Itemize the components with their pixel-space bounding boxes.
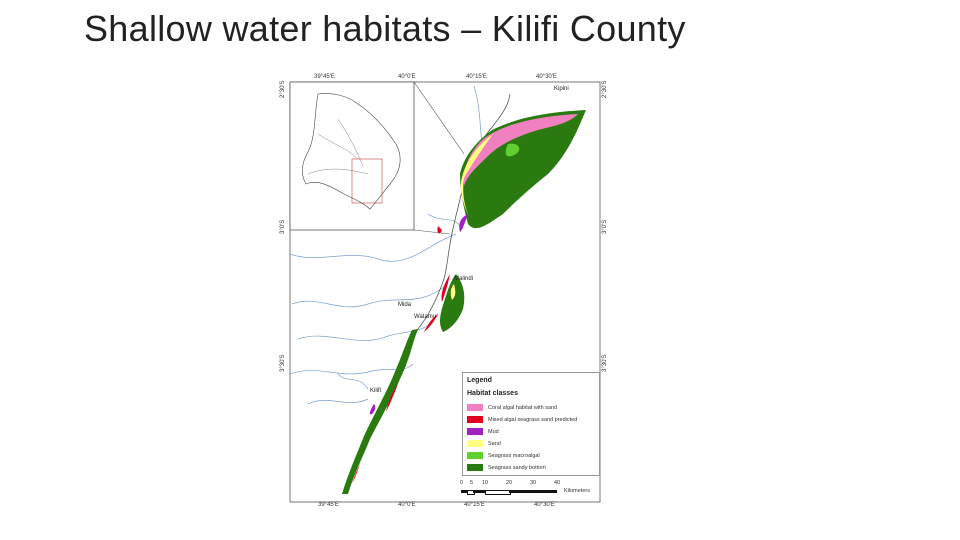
- scale-tick-label: 40: [554, 480, 561, 486]
- scale-segment: [473, 490, 485, 493]
- river-line: [289, 233, 457, 262]
- scale-segment: [485, 490, 511, 495]
- legend-item: Seagrass macroalgal: [467, 451, 540, 460]
- place-watamu: Watamu: [414, 314, 437, 320]
- strip-sand: [450, 284, 456, 300]
- legend-label: Coral algal habitat with sand: [488, 404, 558, 411]
- scale-tick-label: 5: [470, 480, 474, 486]
- scale-tick-label: 20: [506, 480, 513, 486]
- slide-title: Shallow water habitats – Kilifi County: [84, 8, 686, 49]
- legend-swatch: [467, 440, 483, 447]
- inset-map: [289, 81, 415, 231]
- fringe-mixed-south: [352, 464, 360, 484]
- reef-mud: [459, 214, 468, 232]
- coord-bottom-3: 40°15'E: [464, 502, 485, 508]
- river-line: [297, 313, 439, 341]
- coord-bottom-2: 40°0'E: [398, 502, 416, 508]
- inset-leader-line: [413, 81, 465, 155]
- legend-subtitle: Habitat classes: [467, 390, 518, 397]
- coord-top-4: 40°30'E: [536, 74, 557, 80]
- legend-title: Legend: [467, 377, 492, 384]
- legend-swatch: [467, 428, 483, 435]
- scale-tick-label: 30: [530, 480, 537, 486]
- reef-sand: [460, 134, 493, 214]
- inset-leader-line: [413, 229, 451, 235]
- legend-label: Seagrass sandy bottom: [488, 464, 546, 471]
- coord-top-2: 40°0'E: [398, 74, 416, 80]
- river-line: [307, 398, 369, 405]
- river-line: [337, 373, 369, 390]
- coord-top-3: 40°15'E: [466, 74, 487, 80]
- scale-segment: [533, 490, 557, 493]
- place-mida: Mida: [398, 302, 412, 308]
- reef-coral-algal: [463, 114, 578, 186]
- legend-label: Mixed algal seagrass sand predicted: [488, 416, 578, 423]
- scale-unit: Kilometers: [564, 488, 590, 494]
- coord-top-1: 39°45'E: [314, 74, 335, 80]
- place-malindi: Malindi: [454, 276, 474, 282]
- coord-right-2: 3°0'S: [602, 219, 608, 234]
- inset-sub-boundaries: [307, 118, 369, 175]
- legend-label: Mud: [488, 428, 499, 435]
- legend-swatch: [467, 404, 483, 411]
- reef-seagrass-macroalgal: [505, 143, 520, 157]
- legend-item: Seagrass sandy bottom: [467, 463, 546, 472]
- scale-segment: [509, 490, 533, 493]
- river-line: [291, 283, 449, 308]
- coord-bottom-4: 40°30'E: [534, 502, 555, 508]
- inset-extent-box: [351, 158, 383, 204]
- legend-swatch: [467, 416, 483, 423]
- strip-seagrass: [440, 274, 465, 332]
- scale-bar: 0 5 10 20 30 40 Kilometers: [460, 480, 600, 500]
- islet: [437, 226, 442, 234]
- coord-left-2: 3°0'S: [280, 219, 286, 234]
- coord-right-1: 2°30'S: [602, 80, 608, 98]
- place-kilifi: Kilifi: [370, 388, 382, 394]
- watamu-mixed: [424, 314, 438, 332]
- legend-label: Seagrass macroalgal: [488, 452, 540, 459]
- coord-left-1: 2°30'S: [280, 80, 286, 98]
- habitat-map: 39°45'E 40°0'E 40°15'E 40°30'E 39°45'E 4…: [278, 74, 612, 510]
- legend-item: Mud: [467, 427, 499, 436]
- strip-mixed: [441, 274, 450, 302]
- coord-bottom-1: 39°45'E: [318, 502, 339, 508]
- coord-left-3: 3°30'S: [280, 354, 286, 372]
- fringe-seagrass: [342, 329, 418, 494]
- coord-right-3: 3°30'S: [602, 354, 608, 372]
- legend-label: Sand: [488, 440, 501, 447]
- legend-item: Coral algal habitat with sand: [467, 403, 557, 412]
- legend-swatch: [467, 464, 483, 471]
- legend-item: Sand: [467, 439, 501, 448]
- scale-tick-label: 10: [482, 480, 489, 486]
- place-kipini: Kipini: [554, 86, 569, 92]
- map-legend: Legend Habitat classes Coral algal habit…: [462, 372, 600, 476]
- inset-county-outline: [302, 93, 401, 210]
- fringe-mixed: [386, 384, 398, 412]
- scale-segment: [461, 490, 467, 493]
- inset-frame: [289, 81, 415, 231]
- map-canvas: [289, 81, 601, 503]
- legend-swatch: [467, 452, 483, 459]
- legend-item: Mixed algal seagrass sand predicted: [467, 415, 577, 424]
- scale-tick-label: 0: [460, 480, 464, 486]
- kilifi-creek-mud: [369, 404, 376, 415]
